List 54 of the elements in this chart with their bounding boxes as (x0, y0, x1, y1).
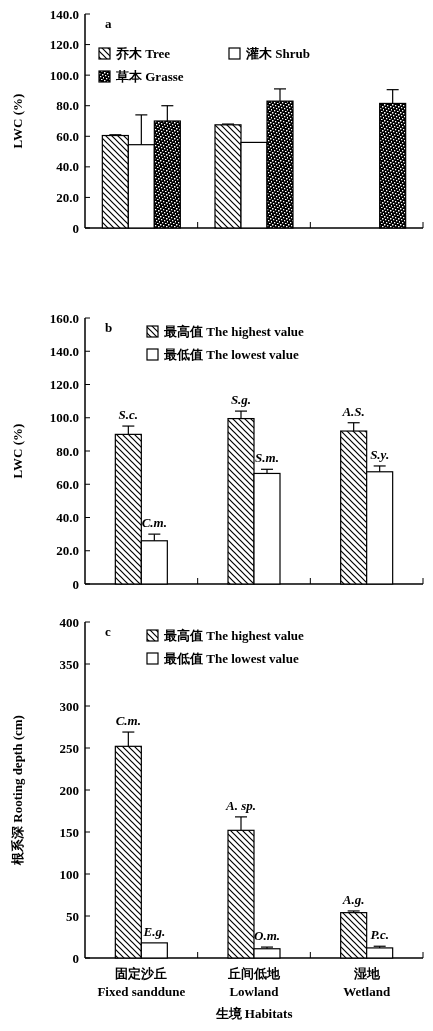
chart-title: b (105, 320, 113, 335)
y-tick-label: 0 (72, 576, 79, 592)
y-tick-label: 50 (66, 908, 79, 924)
legend-label: 最低值 The lowest value (163, 347, 299, 362)
y-tick-label: 120.0 (49, 377, 79, 393)
y-tick-label: 80.0 (56, 98, 79, 114)
annotation: S.g. (230, 392, 252, 408)
y-tick-label: 0 (72, 220, 79, 236)
x-tick-label: 丘间低地 Lowland (227, 966, 281, 999)
annotation: C.m. (141, 515, 167, 531)
y-tick-label: 0 (72, 950, 79, 966)
legend-label: 草本 Grasse (115, 69, 184, 84)
annotation: E.g. (142, 923, 166, 939)
y-tick-label: 140.0 (49, 6, 79, 22)
y-tick-label: 20.0 (56, 543, 79, 559)
legend-label: 灌木 Shrub (245, 46, 310, 61)
annotation: S.y. (370, 446, 390, 462)
y-tick-label: 120.0 (49, 37, 79, 53)
annotation: C.m. (115, 713, 141, 729)
y-tick-label: 80.0 (56, 443, 79, 459)
annotation: S.m. (255, 450, 279, 466)
y-axis-title: LWC (%) (10, 93, 25, 149)
y-tick-label: 100 (59, 866, 79, 882)
annotation: A. sp. (225, 797, 256, 813)
y-tick-label: 20.0 (56, 189, 79, 205)
legend-label: 最高值 The highest value (163, 628, 304, 643)
y-tick-label: 250 (59, 740, 79, 756)
legend-label: 最高值 The highest value (163, 324, 304, 339)
x-tick-label: 湿地 Wetland (343, 966, 391, 999)
y-axis-title: 根系深 Rooting depth (cm) (10, 715, 25, 866)
y-tick-label: 100.0 (49, 67, 79, 83)
y-tick-label: 40.0 (56, 510, 79, 526)
y-tick-label: 200 (59, 782, 79, 798)
chart-title: a (105, 16, 112, 31)
y-tick-label: 400 (59, 614, 79, 630)
x-axis-title: 生境 Habitats (214, 1006, 293, 1021)
chart-title: c (105, 624, 111, 639)
annotation: A.S. (341, 403, 365, 419)
annotation: P.c. (370, 927, 389, 943)
y-tick-label: 100.0 (49, 410, 79, 426)
y-tick-label: 150 (59, 824, 79, 840)
y-tick-label: 300 (59, 698, 79, 714)
y-tick-label: 140.0 (49, 343, 79, 359)
y-tick-label: 60.0 (56, 128, 79, 144)
x-tick-label: 固定沙丘 Fixed sanddune (97, 966, 186, 999)
annotation: S.c. (118, 407, 139, 423)
y-tick-label: 40.0 (56, 159, 79, 175)
y-tick-label: 60.0 (56, 476, 79, 492)
y-tick-label: 350 (59, 656, 79, 672)
y-axis-title: LWC (%) (10, 423, 25, 479)
legend-label: 乔木 Tree (115, 46, 171, 61)
annotation: A.g. (341, 891, 365, 907)
legend-label: 最低值 The lowest value (163, 651, 299, 666)
y-tick-label: 160.0 (49, 310, 79, 326)
